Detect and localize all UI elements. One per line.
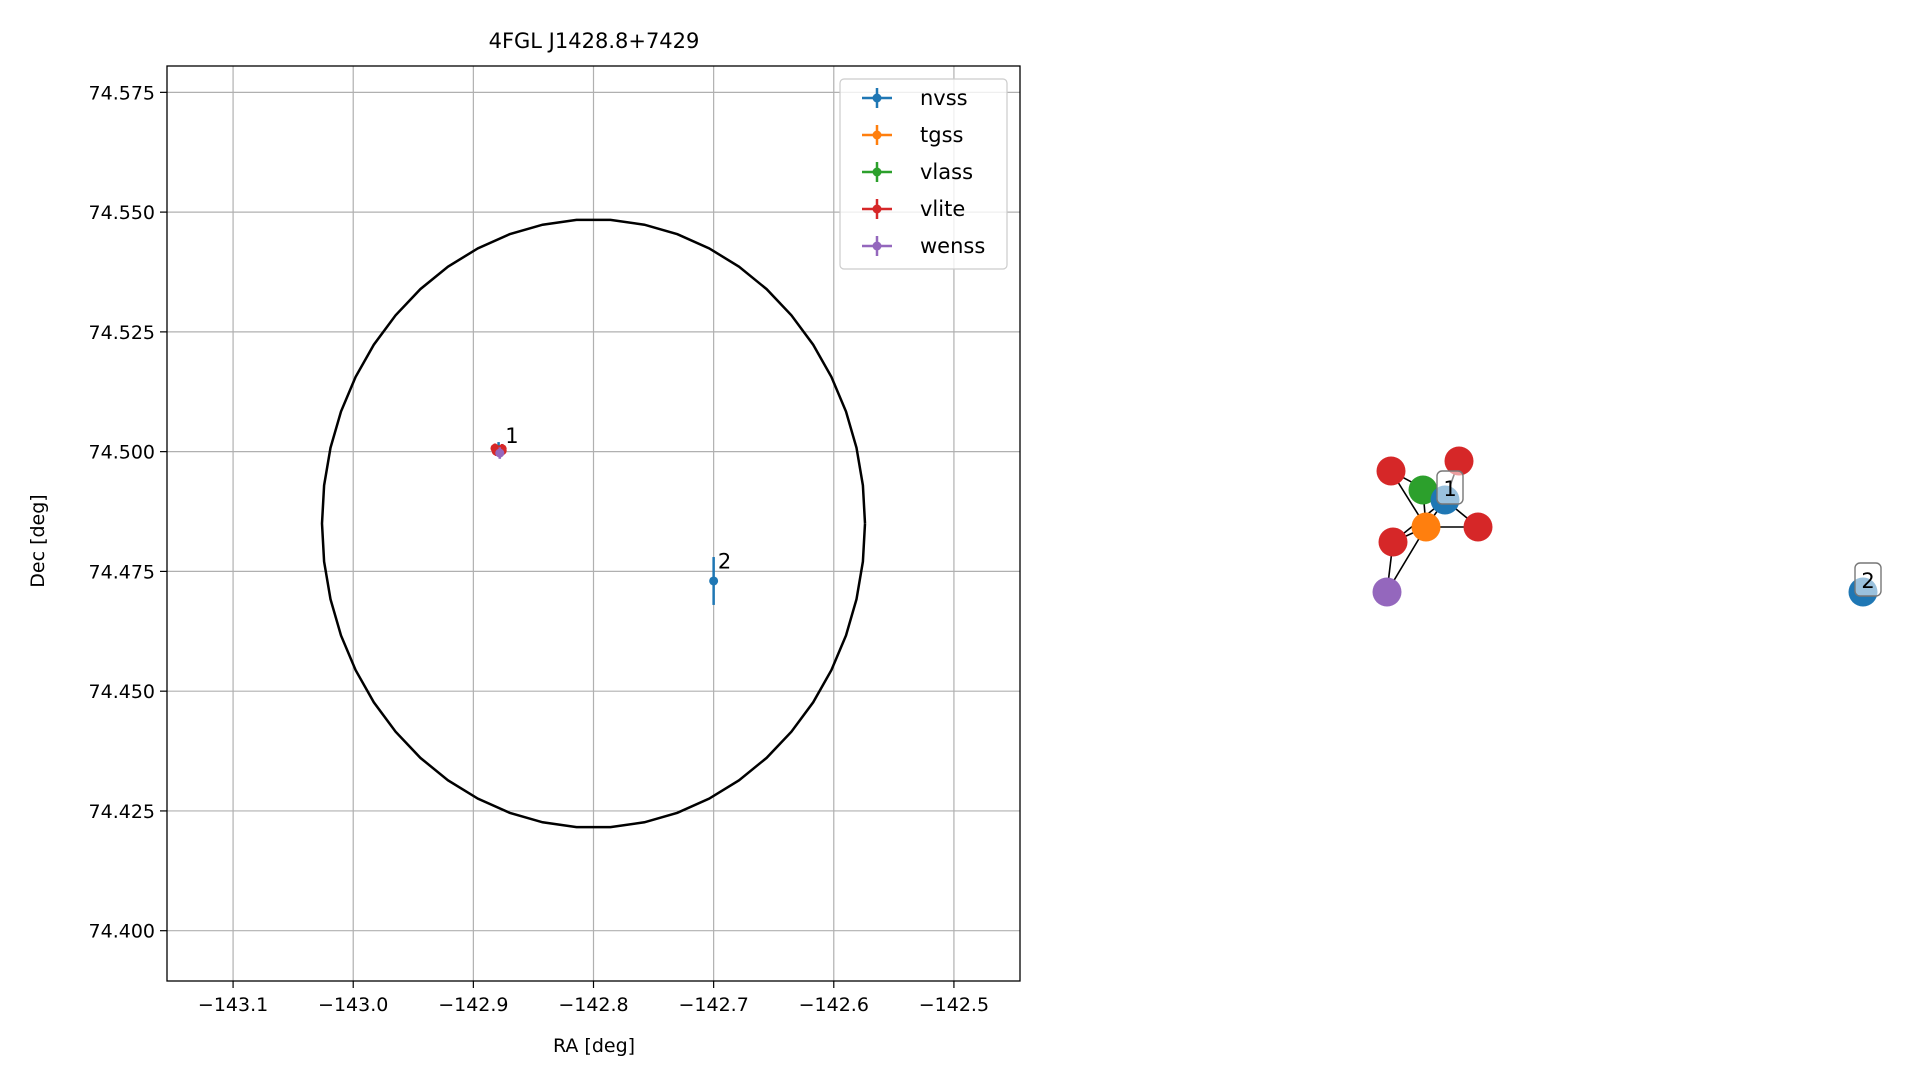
- legend-marker: [872, 130, 882, 140]
- legend-label: nvss: [920, 86, 968, 110]
- position-plot: 12 −143.1 −143.0 −142.9 −142.8 −142.7 −142.6−…: [27, 29, 1021, 1057]
- legend-marker: [872, 204, 882, 214]
- x-tick-label: −142.5: [919, 994, 989, 1016]
- point-label: 1: [505, 424, 518, 448]
- legend-entry-nvss[interactable]: nvss: [862, 86, 968, 110]
- x-tick-label: −143.0: [318, 994, 388, 1016]
- x-tick-label: −142.9: [438, 994, 508, 1016]
- point-label: 2: [718, 549, 731, 573]
- y-axis-label: Dec [deg]: [27, 494, 49, 587]
- legend-marker: [872, 93, 882, 103]
- y-tick-label: 74.475: [89, 561, 155, 583]
- legend-label: vlite: [920, 197, 965, 221]
- wenss-point: [495, 447, 505, 459]
- legend-box: [839, 78, 1008, 270]
- y-tick-label: 74.400: [89, 921, 155, 943]
- vlass-node: [1408, 475, 1438, 505]
- marker: [709, 576, 719, 586]
- vlite-node: [1378, 527, 1408, 557]
- nvss-point: [709, 557, 719, 605]
- data-layer: 12: [320, 218, 867, 829]
- legend-label: vlass: [920, 160, 973, 184]
- vlite-node: [1463, 512, 1493, 542]
- vlite-node: [1376, 456, 1406, 486]
- ticks: −143.1 −143.0 −142.9 −142.8 −142.7 −142.6 −142…: [89, 82, 990, 1016]
- legend-label: tgss: [920, 123, 963, 147]
- marker: [495, 448, 505, 458]
- x-axis-label: RA [deg]: [553, 1035, 635, 1057]
- x-tick-label: −143.1: [198, 994, 268, 1016]
- chart-title: 4FGL J1428.8+7429: [489, 29, 700, 53]
- y-tick-label: 74.500: [89, 442, 155, 464]
- label-box: [1854, 562, 1882, 597]
- legend-marker: [872, 241, 882, 251]
- tgss-node: [1411, 512, 1441, 542]
- graph-labels: 12: [1436, 470, 1882, 597]
- y-tick-label: 74.450: [89, 681, 155, 703]
- legend[interactable]: nvss tgss vlass vlite wenss: [839, 78, 1008, 270]
- label-text: 1: [1443, 477, 1456, 501]
- x-tick-label: −142.8: [558, 994, 628, 1016]
- legend-label: wenss: [920, 234, 985, 258]
- y-tick-label: 74.575: [89, 82, 155, 104]
- association-graph: 12: [1372, 446, 1882, 607]
- vlite-node: [1444, 446, 1474, 476]
- graph-node-label: 2: [1854, 562, 1882, 597]
- label-box: [1436, 470, 1464, 505]
- legend-entry-tgss[interactable]: tgss: [862, 123, 963, 147]
- y-tick-label: 74.550: [89, 202, 155, 224]
- legend-entry-wenss[interactable]: wenss: [862, 234, 985, 258]
- legend-entry-vlite[interactable]: vlite: [862, 197, 965, 221]
- legend-marker: [872, 167, 882, 177]
- y-tick-label: 74.425: [89, 801, 155, 823]
- label-text: 2: [1861, 569, 1874, 593]
- y-tick-label: 74.525: [89, 322, 155, 344]
- uncertainty-ellipse: [320, 218, 867, 829]
- x-tick-label: −142.7: [678, 994, 748, 1016]
- graph-node-label: 1: [1436, 470, 1464, 505]
- wenss-node: [1372, 577, 1402, 607]
- x-tick-label: −142.6: [799, 994, 869, 1016]
- legend-entry-vlass[interactable]: vlass: [862, 160, 973, 184]
